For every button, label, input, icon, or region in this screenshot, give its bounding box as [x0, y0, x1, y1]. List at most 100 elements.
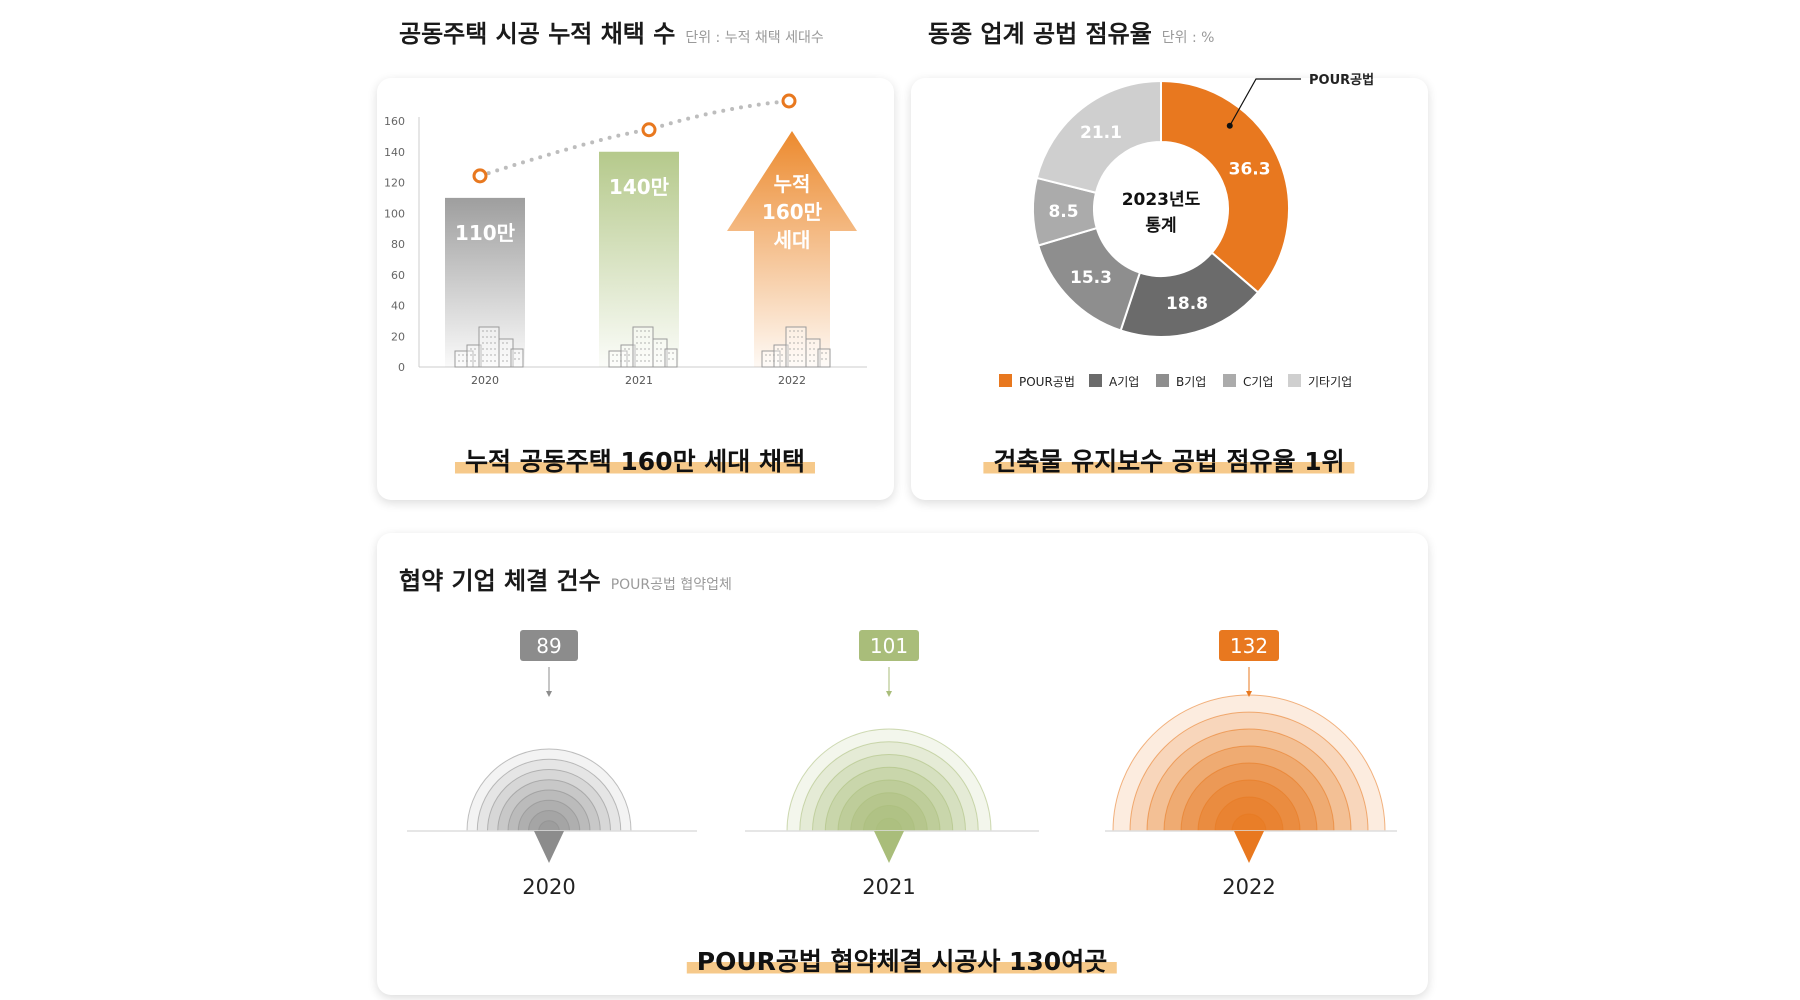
share-unit: 단위 : % — [1161, 30, 1215, 46]
ring-2020 — [517, 799, 581, 832]
building — [466, 344, 482, 368]
building — [805, 338, 821, 368]
legend-swatch — [1223, 374, 1236, 387]
count-value-2022: 132 — [1230, 634, 1268, 658]
ring-2020 — [476, 758, 622, 832]
donut-center-label: 통계 — [1145, 216, 1176, 236]
legend-swatch — [999, 374, 1012, 387]
y-tick-label: 60 — [391, 269, 405, 282]
bar-label-2020: 110만 — [455, 221, 516, 245]
pointer-triangle — [534, 831, 564, 863]
ring-2020 — [538, 820, 560, 832]
ring-2022 — [1197, 779, 1301, 832]
donut-center-label: 2023년도 — [1122, 190, 1201, 210]
legend-label: C기업 — [1243, 375, 1273, 389]
legend-swatch — [1288, 374, 1301, 387]
donut-value-label: 21.1 — [1080, 123, 1122, 143]
y-tick-label: 140 — [384, 146, 405, 159]
ring-2021 — [799, 741, 979, 832]
bar-label-2021: 140만 — [609, 175, 670, 199]
legend-label: A기업 — [1109, 375, 1139, 389]
y-tick-label: 20 — [391, 330, 405, 343]
building — [652, 338, 668, 368]
pointer-triangle — [874, 831, 904, 863]
legend-label: 기타기업 — [1308, 375, 1352, 389]
building-icon — [761, 326, 831, 368]
y-tick-label: 160 — [384, 115, 405, 128]
building — [510, 348, 524, 368]
bar-arrow-2022 — [727, 131, 857, 367]
x-tick-label: 2021 — [625, 374, 653, 387]
donut-value-label: 15.3 — [1070, 268, 1112, 288]
bar-label-line: 160만 — [762, 200, 823, 224]
partners-card: 협약 기업 체결 건수 POUR공법 협약업체 89 2020 101 2021 132 2… — [377, 533, 1428, 995]
y-tick-label: 120 — [384, 177, 405, 190]
year-label-2021: 2021 — [862, 875, 915, 899]
callout-label: POUR공법 — [1309, 72, 1374, 88]
adoption-bar-chart: 0 20 40 60 80 100 120 140 160 110만 2020 140만 2021 누적 1… — [384, 93, 867, 387]
ring-2022 — [1163, 745, 1335, 832]
ring-2021 — [824, 766, 954, 832]
legend-swatch — [1156, 374, 1169, 387]
donut-slice-5 — [1035, 79, 1162, 194]
trend-dotted-line — [478, 99, 791, 178]
building-icon — [608, 326, 678, 368]
year-label-2020: 2020 — [522, 875, 575, 899]
donut-value-label: 36.3 — [1229, 159, 1271, 179]
share-highlight: 건축물 유지보수 공법 점유율 1위 — [983, 442, 1355, 478]
bar-2021 — [599, 151, 679, 367]
trend-point — [472, 168, 488, 184]
share-title-text: 동종 업계 공법 점유율 — [928, 20, 1152, 48]
legend-label: B기업 — [1176, 375, 1206, 389]
ring-2020 — [497, 779, 601, 832]
building — [498, 338, 514, 368]
y-tick-label: 40 — [391, 300, 405, 313]
ring-2021 — [875, 817, 903, 832]
count-value-2020: 89 — [536, 634, 561, 658]
x-tick-label: 2022 — [778, 374, 806, 387]
y-tick-label: 0 — [398, 361, 405, 374]
partners-unit: POUR공법 협약업체 — [610, 577, 732, 593]
adoption-card: 0 20 40 60 80 100 120 140 160 110만 2020 140만 2021 누적 1… — [377, 78, 894, 500]
building-icon — [454, 326, 524, 368]
legend-swatch — [1089, 374, 1102, 387]
x-tick-label: 2020 — [471, 374, 499, 387]
count-badge-2022 — [1219, 630, 1279, 661]
bar-label-line: 세대 — [774, 228, 811, 252]
count-value-2021: 101 — [870, 634, 908, 658]
y-tick-label: 80 — [391, 238, 405, 251]
ring-2022 — [1129, 711, 1369, 832]
partners-title: 협약 기업 체결 건수 POUR공법 협약업체 — [399, 561, 732, 596]
ring-2022 — [1231, 813, 1267, 832]
count-arrow-head — [886, 691, 892, 697]
trend-point — [781, 93, 797, 109]
building — [817, 348, 831, 368]
ring-2021 — [850, 792, 928, 832]
donut-value-label: 8.5 — [1048, 202, 1078, 222]
count-arrow-head — [546, 691, 552, 697]
building — [620, 344, 636, 368]
donut-slice-1 — [1160, 79, 1290, 294]
donut-slice-2 — [1119, 251, 1260, 338]
adoption-title-text: 공동주택 시공 누적 채택 수 — [399, 20, 676, 48]
adoption-title: 공동주택 시공 누적 채택 수 단위 : 누적 채택 세대수 — [399, 14, 824, 49]
adoption-unit: 단위 : 누적 채택 세대수 — [685, 30, 824, 46]
callout-line — [1229, 78, 1301, 127]
count-arrow-head — [1246, 691, 1252, 697]
count-badge-2020 — [520, 630, 578, 661]
adoption-highlight: 누적 공동주택 160만 세대 채택 — [454, 442, 816, 478]
partners-chart: 89 2020 101 2021 132 2022 — [407, 630, 1397, 899]
count-badge-2021 — [859, 630, 919, 661]
partners-highlight: POUR공법 협약체결 시공사 130여곳 — [686, 942, 1118, 978]
share-title: 동종 업계 공법 점유율 단위 : % — [928, 14, 1214, 49]
partners-title-text: 협약 기업 체결 건수 — [399, 567, 601, 595]
trend-point — [641, 122, 657, 138]
bar-label-line: 누적 — [774, 172, 811, 196]
legend-label: POUR공법 — [1019, 375, 1075, 389]
donut-value-label: 18.8 — [1166, 294, 1208, 314]
pointer-triangle — [1234, 831, 1264, 863]
y-tick-label: 100 — [384, 207, 405, 220]
building — [664, 348, 678, 368]
